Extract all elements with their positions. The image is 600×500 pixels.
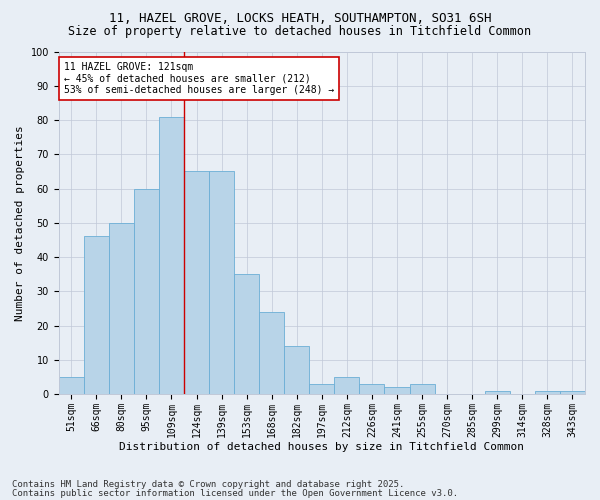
X-axis label: Distribution of detached houses by size in Titchfield Common: Distribution of detached houses by size … [119,442,524,452]
Bar [134,188,159,394]
Bar [209,172,234,394]
Bar [535,390,560,394]
Bar [234,274,259,394]
Bar [84,236,109,394]
Bar [109,223,134,394]
Text: 11, HAZEL GROVE, LOCKS HEATH, SOUTHAMPTON, SO31 6SH: 11, HAZEL GROVE, LOCKS HEATH, SOUTHAMPTO… [109,12,491,24]
Bar [284,346,309,394]
Bar [410,384,434,394]
Bar [560,390,585,394]
Y-axis label: Number of detached properties: Number of detached properties [15,125,25,320]
Text: Size of property relative to detached houses in Titchfield Common: Size of property relative to detached ho… [68,24,532,38]
Bar [259,312,284,394]
Bar [309,384,334,394]
Text: Contains HM Land Registry data © Crown copyright and database right 2025.: Contains HM Land Registry data © Crown c… [12,480,404,489]
Bar [59,377,84,394]
Text: 11 HAZEL GROVE: 121sqm
← 45% of detached houses are smaller (212)
53% of semi-de: 11 HAZEL GROVE: 121sqm ← 45% of detached… [64,62,334,95]
Bar [334,377,359,394]
Text: Contains public sector information licensed under the Open Government Licence v3: Contains public sector information licen… [12,489,458,498]
Bar [485,390,510,394]
Bar [184,172,209,394]
Bar [385,387,410,394]
Bar [159,116,184,394]
Bar [359,384,385,394]
